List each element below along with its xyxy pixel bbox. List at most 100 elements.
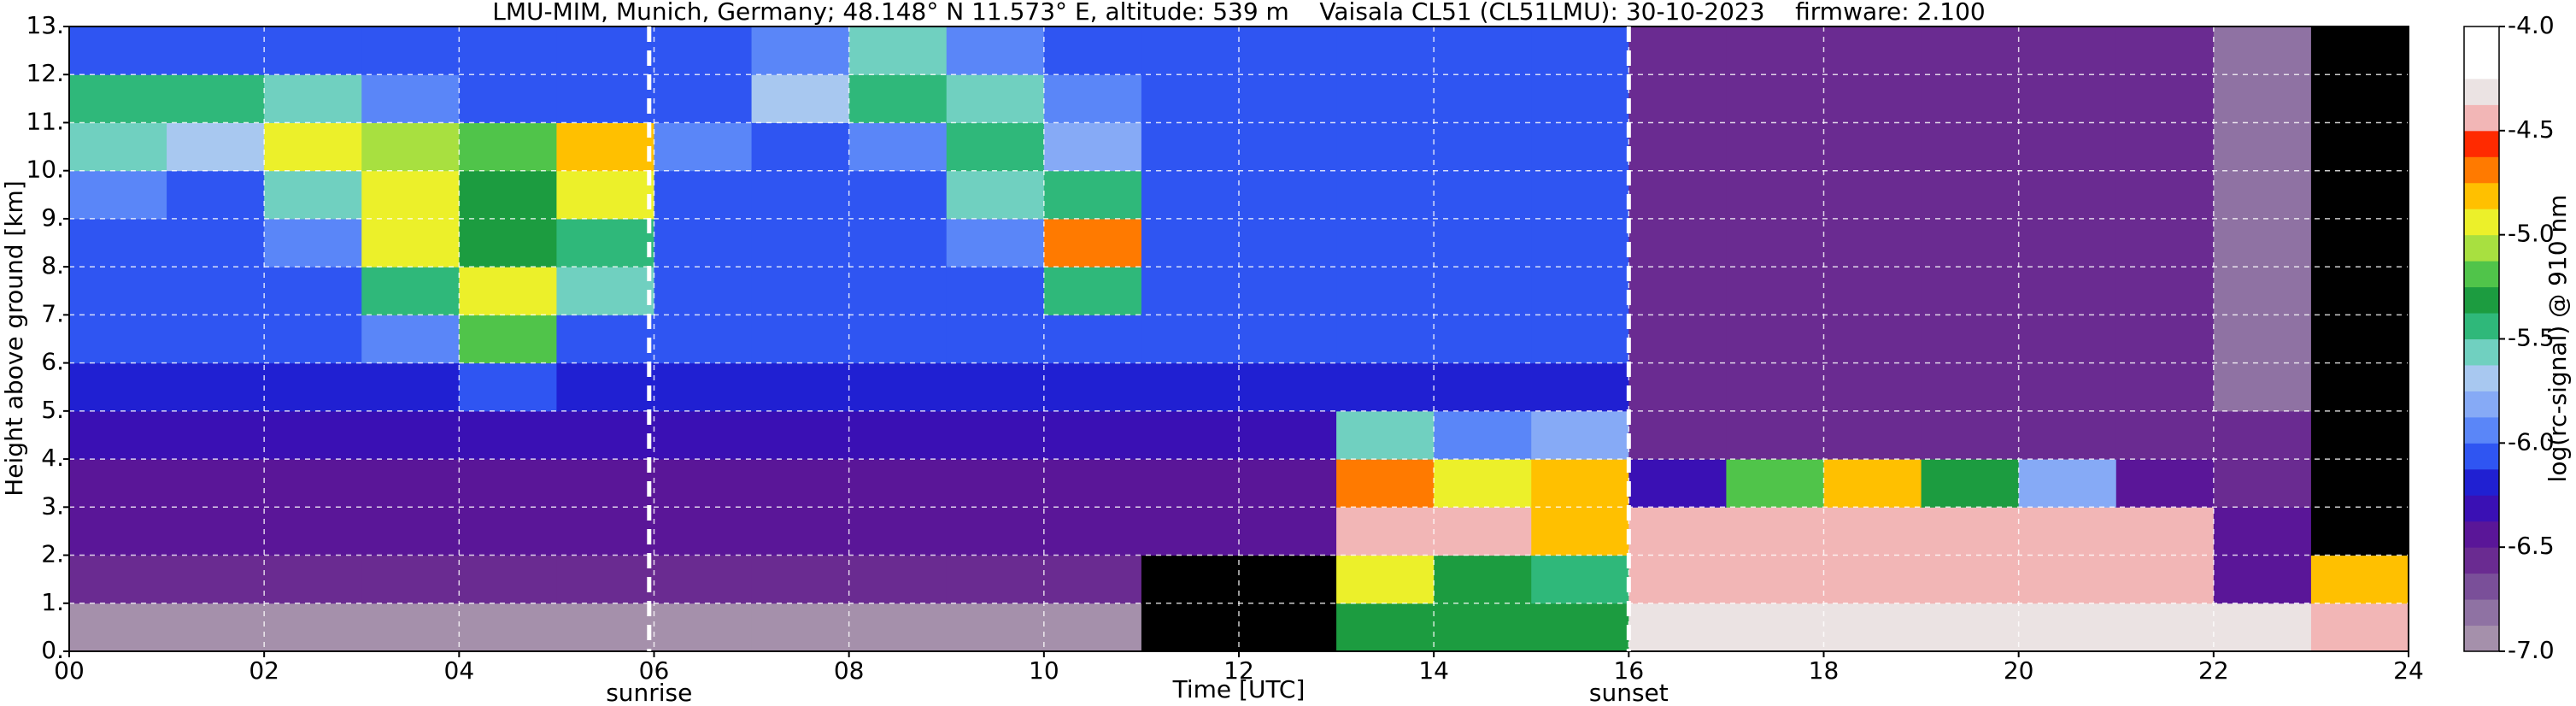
- heatmap-cell: [1921, 170, 2020, 220]
- heatmap-cell: [1628, 122, 1727, 172]
- x-tick-label: 22: [2198, 656, 2229, 685]
- heatmap-cell: [264, 267, 362, 315]
- heatmap-cell: [1531, 315, 1629, 364]
- heatmap-cell: [2018, 459, 2117, 508]
- heatmap-cell: [1336, 26, 1435, 75]
- heatmap-cell: [946, 26, 1045, 75]
- heatmap-cell: [1239, 315, 1337, 364]
- colorbar-swatch: [2464, 261, 2499, 288]
- x-tick-label: 20: [2004, 656, 2034, 685]
- heatmap-cell: [264, 603, 362, 652]
- heatmap-cell: [1434, 459, 1532, 508]
- heatmap-cell: [848, 555, 948, 604]
- heatmap-cell: [556, 315, 654, 364]
- heatmap-cell: [2018, 507, 2117, 556]
- heatmap-cell: [361, 267, 460, 315]
- plot-frame: [68, 26, 2409, 652]
- heatmap-cell: [361, 459, 460, 508]
- heatmap-cell: [1628, 218, 1727, 268]
- colorbar-swatch: [2464, 338, 2499, 366]
- heatmap-cell: [2115, 74, 2215, 123]
- heatmap-cell: [2310, 555, 2409, 604]
- heatmap-cell: [2115, 459, 2215, 508]
- heatmap-cell: [2213, 410, 2312, 460]
- heatmap-cell: [2213, 507, 2312, 556]
- heatmap-cell: [1531, 555, 1629, 604]
- heatmap-cell: [1434, 74, 1532, 123]
- heatmap-cell: [1141, 122, 1240, 172]
- heatmap-cell: [2310, 362, 2409, 412]
- heatmap-cell: [2310, 410, 2409, 460]
- heatmap-cell: [556, 26, 654, 75]
- heatmap-cell: [848, 603, 948, 652]
- heatmap-cell: [1043, 362, 1142, 412]
- heatmap-cell: [2018, 555, 2117, 604]
- heatmap-cell: [167, 603, 265, 652]
- heatmap-cell: [1336, 603, 1435, 652]
- heatmap-cell: [2115, 122, 2215, 172]
- heatmap-cell: [2213, 362, 2312, 412]
- heatmap-cell: [1434, 315, 1532, 364]
- heatmap-cell: [654, 459, 753, 508]
- x-tick-label: 04: [444, 656, 475, 685]
- heatmap-cell: [167, 459, 265, 508]
- heatmap-cell: [1628, 507, 1727, 556]
- y-tick-label: 2.: [41, 540, 64, 568]
- heatmap-cell: [264, 507, 362, 556]
- heatmap-cell: [459, 507, 557, 556]
- heatmap-cell: [848, 218, 948, 268]
- heatmap-cell: [69, 555, 167, 604]
- x-tick-label: 06: [639, 656, 670, 685]
- x-tick-label: 24: [2393, 656, 2424, 685]
- heatmap-cell: [751, 267, 850, 315]
- heatmap-cell: [654, 170, 753, 220]
- heatmap-cell: [1921, 315, 2020, 364]
- heatmap-cell: [1628, 267, 1727, 315]
- heatmap-cell: [1336, 74, 1435, 123]
- heatmap-cell: [167, 410, 265, 460]
- heatmap-cell: [459, 218, 557, 268]
- y-tick-label: 1.: [41, 588, 64, 616]
- heatmap-cell: [1823, 218, 1922, 268]
- heatmap-cell: [556, 362, 654, 412]
- heatmap-cell: [1043, 459, 1142, 508]
- heatmap-cell: [848, 459, 948, 508]
- heatmap-cell: [946, 315, 1045, 364]
- heatmap-cell: [556, 410, 654, 460]
- heatmap-cell: [751, 218, 850, 268]
- heatmap-cell: [2213, 603, 2312, 652]
- heatmap-cell: [1531, 218, 1629, 268]
- heatmap-cell: [167, 315, 265, 364]
- heatmap-cell: [2018, 603, 2117, 652]
- heatmap-cell: [1823, 555, 1922, 604]
- heatmap-cell: [946, 362, 1045, 412]
- heatmap-cell: [69, 362, 167, 412]
- heatmap-cell: [1628, 315, 1727, 364]
- heatmap-cell: [1628, 26, 1727, 75]
- heatmap-cell: [1823, 362, 1922, 412]
- heatmap-cell: [1921, 218, 2020, 268]
- heatmap-cell: [459, 603, 557, 652]
- heatmap-cell: [1628, 362, 1727, 412]
- heatmap-cell: [1823, 410, 1922, 460]
- heatmap-cell: [556, 507, 654, 556]
- heatmap-cell: [946, 410, 1045, 460]
- heatmap-cell: [361, 603, 460, 652]
- heatmap-cell: [361, 26, 460, 75]
- heatmap-cell: [848, 315, 948, 364]
- heatmap-cell: [1141, 218, 1240, 268]
- heatmap-cell: [459, 74, 557, 123]
- heatmap-cell: [459, 315, 557, 364]
- colorbar-swatch: [2464, 286, 2499, 314]
- heatmap-cell: [264, 410, 362, 460]
- heatmap-cell: [848, 122, 948, 172]
- heatmap-cell: [2115, 362, 2215, 412]
- heatmap-cell: [1239, 26, 1337, 75]
- heatmap-cell: [1434, 218, 1532, 268]
- heatmap-cell: [1043, 170, 1142, 220]
- annotation-label: sunrise: [606, 679, 692, 706]
- heatmap-cell: [1531, 410, 1629, 460]
- heatmap-cell: [1239, 170, 1337, 220]
- heatmap-cell: [654, 410, 753, 460]
- heatmap-cell: [1531, 459, 1629, 508]
